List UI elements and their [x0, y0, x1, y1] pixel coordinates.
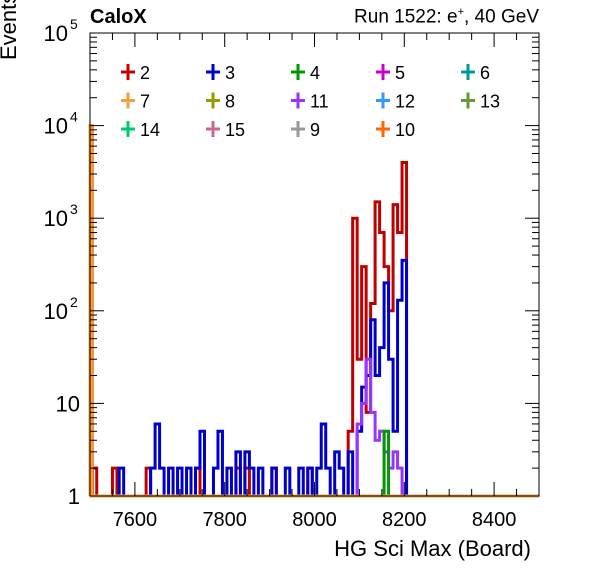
legend-label: 3 [225, 63, 235, 83]
legend: 2 3 4 5 6 7 8 11 12 13 14 15 9 10 [121, 63, 500, 140]
legend-label: 5 [395, 63, 405, 83]
y-tick-label: 10 [44, 299, 68, 324]
series-11-line [90, 357, 539, 498]
legend-label: 8 [225, 92, 235, 112]
legend-label: 7 [140, 92, 150, 112]
x-tick-label: 8200 [382, 509, 427, 531]
x-axis-label: HG Sci Max (Board) [334, 536, 531, 561]
y-tick-exponent: 3 [70, 201, 78, 217]
run-info-label: Run 1522: e+, 40 GeV [354, 6, 539, 28]
experiment-label: CaloX [90, 6, 147, 28]
series-layer [88, 124, 539, 498]
legend-label: 11 [310, 92, 329, 112]
series-10-line [88, 124, 539, 498]
y-tick-label: 10 [56, 391, 80, 416]
legend-label: 10 [395, 120, 415, 140]
y-axis-label: Events [0, 0, 21, 60]
y-tick-exponent: 2 [70, 294, 78, 310]
legend-label: 6 [480, 63, 490, 83]
series-7-line [88, 124, 539, 498]
legend-label: 9 [310, 120, 320, 140]
y-tick-exponent: 5 [70, 16, 78, 32]
y-tick-label: 10 [44, 114, 68, 139]
x-tick-label: 7600 [113, 509, 158, 531]
y-tick-label: 10 [44, 21, 68, 46]
x-tick-label: 7800 [202, 509, 247, 531]
legend-label: 2 [140, 63, 150, 83]
legend-label: 13 [480, 92, 500, 112]
legend-label: 12 [395, 92, 415, 112]
series-3-line [90, 258, 539, 498]
y-tick-label: 1 [68, 484, 80, 509]
legend-label: 4 [310, 63, 320, 83]
series-2-line [90, 160, 539, 498]
x-tick-label: 8400 [472, 509, 517, 531]
legend-label: 14 [140, 120, 160, 140]
legend-label: 15 [225, 120, 245, 140]
x-tick-label: 8000 [292, 509, 337, 531]
y-tick-exponent: 4 [70, 109, 78, 125]
run-info-suffix: , 40 GeV [464, 6, 539, 28]
run-info-superscript: + [457, 6, 464, 18]
y-tick-label: 10 [44, 206, 68, 231]
run-info-prefix: Run 1522: e [354, 6, 458, 28]
